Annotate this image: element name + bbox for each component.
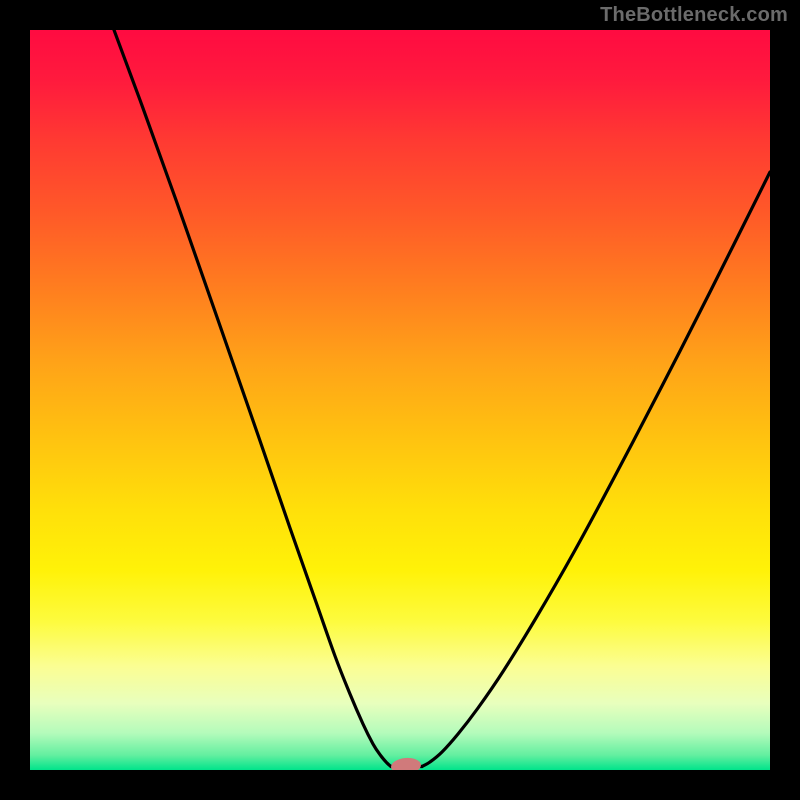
curve-right <box>422 172 770 767</box>
chart-container: TheBottleneck.com <box>0 0 800 800</box>
bottleneck-marker <box>390 757 421 770</box>
watermark-label: TheBottleneck.com <box>600 4 788 27</box>
curve-overlay <box>30 30 770 770</box>
plot-area <box>30 30 770 770</box>
curve-left <box>114 30 391 767</box>
